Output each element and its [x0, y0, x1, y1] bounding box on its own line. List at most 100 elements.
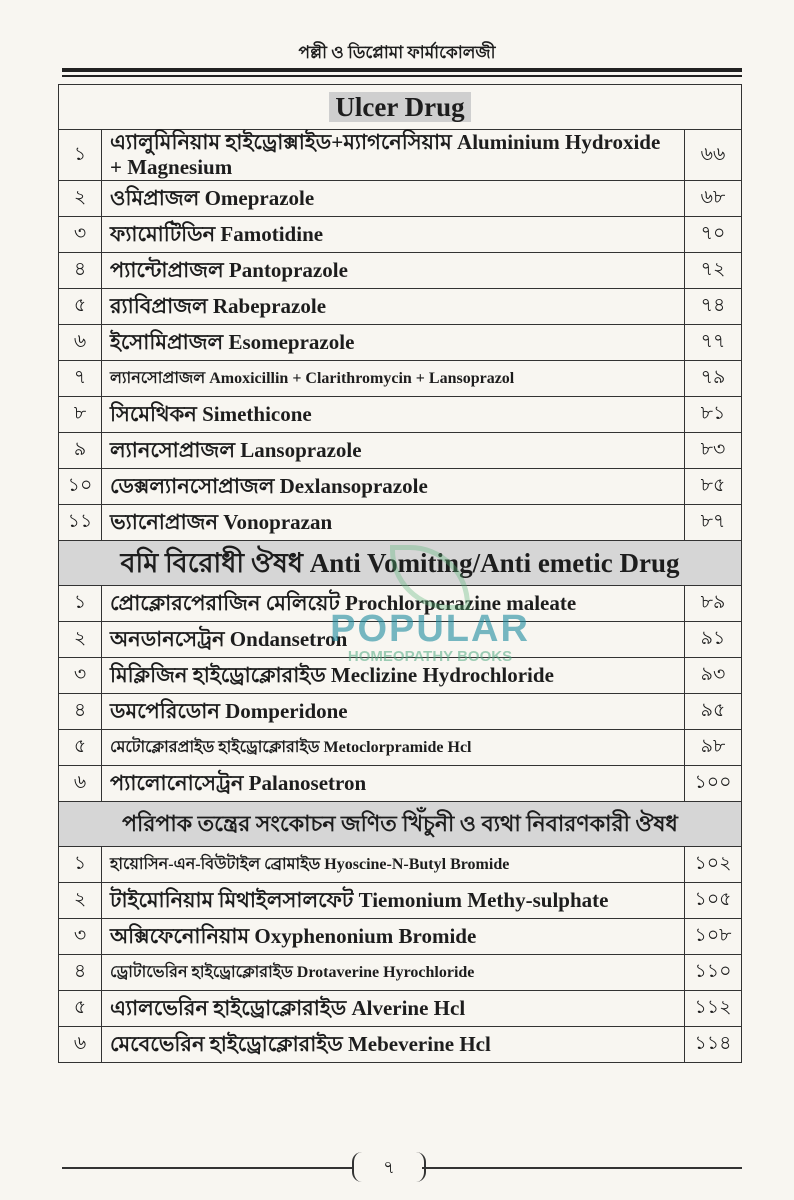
table-row: ১ হায়োসিন-এন-বিউটাইল ব্রোমাইড Hyoscine-N… — [58, 846, 742, 884]
serial-number: ৭ — [58, 360, 102, 398]
table-row: ৪ ডমপেরিডোন Domperidone ৯৫ — [58, 693, 742, 731]
drug-name: ডমপেরিডোন Domperidone — [101, 693, 685, 731]
footer-rule-right — [422, 1167, 742, 1169]
page-ref: ৬৮ — [684, 180, 742, 218]
drug-name: মেটোক্লোরপ্রাইড হাইড্রোক্লোরাইড Metoclor… — [101, 729, 685, 767]
section-title: বমি বিরোধী ঔষধ Anti Vomiting/Anti emetic… — [58, 540, 742, 587]
page-ref: ১১০ — [684, 954, 742, 992]
serial-number: ২ — [58, 882, 102, 920]
page-ref: ৮১ — [684, 396, 742, 434]
page-ref: ১০০ — [684, 765, 742, 803]
serial-number: ১ — [58, 846, 102, 884]
table-row: ৩ ফ্যামোটিডিন Famotidine ৭০ — [58, 216, 742, 254]
page-footer: ৭ — [0, 1150, 794, 1184]
section-title: Ulcer Drug — [329, 91, 471, 122]
page-ref: ৭৯ — [684, 360, 742, 398]
drug-name: ভ্যানোপ্রাজন Vonoprazan — [101, 504, 685, 542]
serial-number: ৩ — [58, 657, 102, 695]
table-row: ১ এ্যালুমিনিয়াম হাইড্রোক্সাইড+ম্যাগনেসিয… — [58, 128, 742, 182]
page-ref: ৭২ — [684, 252, 742, 290]
serial-number: ৪ — [58, 252, 102, 290]
table-row: ৩ অক্সিফেনোনিয়াম Oxyphenonium Bromide ১০৮ — [58, 918, 742, 956]
page-ref: ১১৪ — [684, 1026, 742, 1064]
page-ref: ৮৩ — [684, 432, 742, 470]
serial-number: ২ — [58, 180, 102, 218]
page-ref: ৭০ — [684, 216, 742, 254]
drug-name: ল্যানসোপ্রাজল Amoxicillin + Clarithromyc… — [101, 360, 685, 398]
table-row: ৬ মেবেভেরিন হাইড্রোক্লোরাইড Mebeverine Hc… — [58, 1026, 742, 1064]
header-rule-thin — [62, 75, 742, 77]
page-ref: ৯৫ — [684, 693, 742, 731]
page-ref: ৯৩ — [684, 657, 742, 695]
drug-name: ল্যানসোপ্রাজল Lansoprazole — [101, 432, 685, 470]
table-row: ৫ মেটোক্লোরপ্রাইড হাইড্রোক্লোরাইড Metoclo… — [58, 729, 742, 767]
serial-number: ১ — [58, 585, 102, 623]
serial-number: ৩ — [58, 918, 102, 956]
table-row: ৩ মিক্লিজিন হাইড্রোক্লোরাইড Meclizine Hyd… — [58, 657, 742, 695]
drug-name: প্রোক্লোরপেরাজিন মেলিয়েট Prochlorperazi… — [101, 585, 685, 623]
serial-number: ৬ — [58, 1026, 102, 1064]
section-header: পরিপাক তন্ত্রের সংকোচন জণিত খিঁচুনী ও ব্… — [58, 801, 742, 848]
page-ref: ৮৯ — [684, 585, 742, 623]
drug-name: ইসোমিপ্রাজল Esomeprazole — [101, 324, 685, 362]
table-row: ৬ ইসোমিপ্রাজল Esomeprazole ৭৭ — [58, 324, 742, 362]
drug-name: অক্সিফেনোনিয়াম Oxyphenonium Bromide — [101, 918, 685, 956]
page-ref: ৭৭ — [684, 324, 742, 362]
contents-table: Ulcer Drug ১ এ্যালুমিনিয়াম হাইড্রোক্সাইড+… — [58, 84, 742, 1064]
page-ref: ১১২ — [684, 990, 742, 1028]
table-row: ১১ ভ্যানোপ্রাজন Vonoprazan ৮৭ — [58, 504, 742, 542]
serial-number: ৫ — [58, 729, 102, 767]
table-row: ২ অনডানসেট্রন Ondansetron ৯১ — [58, 621, 742, 659]
drug-name: ওমিপ্রাজল Omeprazole — [101, 180, 685, 218]
section-title: পরিপাক তন্ত্রের সংকোচন জণিত খিঁচুনী ও ব্… — [58, 801, 742, 848]
page-number: ৭ — [352, 1152, 426, 1182]
serial-number: ৮ — [58, 396, 102, 434]
table-row: ১০ ডেক্সল্যানসোপ্রাজল Dexlansoprazole ৮৫ — [58, 468, 742, 506]
serial-number: ১০ — [58, 468, 102, 506]
page-ref: ৯১ — [684, 621, 742, 659]
page-ref: ৮৭ — [684, 504, 742, 542]
page-ref: ৭৪ — [684, 288, 742, 326]
table-row: ১ প্রোক্লোরপেরাজিন মেলিয়েট Prochlorperaz… — [58, 585, 742, 623]
header-rule-thick — [62, 68, 742, 72]
drug-name: মেবেভেরিন হাইড্রোক্লোরাইড Mebeverine Hcl — [101, 1026, 685, 1064]
table-row: ৫ এ্যালভেরিন হাইড্রোক্লোরাইড Alverine Hcl… — [58, 990, 742, 1028]
table-row: ৯ ল্যানসোপ্রাজল Lansoprazole ৮৩ — [58, 432, 742, 470]
serial-number: ৬ — [58, 765, 102, 803]
drug-name: এ্যালুমিনিয়াম হাইড্রোক্সাইড+ম্যাগনেসিয়… — [101, 128, 685, 182]
table-row: ৪ ড্রোটাভেরিন হাইড্রোক্লোরাইড Drotaverine… — [58, 954, 742, 992]
footer-rule-left — [62, 1167, 352, 1169]
serial-number: ৪ — [58, 954, 102, 992]
table-row: ৭ ল্যানসোপ্রাজল Amoxicillin + Clarithromy… — [58, 360, 742, 398]
section-header: Ulcer Drug — [58, 84, 742, 130]
serial-number: ১ — [58, 128, 102, 182]
serial-number: ১১ — [58, 504, 102, 542]
table-row: ৪ প্যান্টোপ্রাজল Pantoprazole ৭২ — [58, 252, 742, 290]
drug-name: ফ্যামোটিডিন Famotidine — [101, 216, 685, 254]
table-row: ২ টাইমোনিয়াম মিথাইলসালফেট Tiemonium Meth… — [58, 882, 742, 920]
drug-name: মিক্লিজিন হাইড্রোক্লোরাইড Meclizine Hydr… — [101, 657, 685, 695]
serial-number: ৯ — [58, 432, 102, 470]
running-head: পল্লী ও ডিপ্লোমা ফার্মাকোলজী — [298, 43, 496, 62]
table-row: ৫ র‌্যাবিপ্রাজল Rabeprazole ৭৪ — [58, 288, 742, 326]
drug-name: ড্রোটাভেরিন হাইড্রোক্লোরাইড Drotaverine … — [101, 954, 685, 992]
table-row: ৮ সিমেথিকন Simethicone ৮১ — [58, 396, 742, 434]
section-header: বমি বিরোধী ঔষধ Anti Vomiting/Anti emetic… — [58, 540, 742, 587]
serial-number: ৩ — [58, 216, 102, 254]
page-ref: ১০৮ — [684, 918, 742, 956]
page-ref: ৬৬ — [684, 128, 742, 182]
drug-name: প্যালোনোসেট্রন Palanosetron — [101, 765, 685, 803]
page-ref: ১০৫ — [684, 882, 742, 920]
drug-name: সিমেথিকন Simethicone — [101, 396, 685, 434]
serial-number: ৫ — [58, 990, 102, 1028]
table-row: ৬ প্যালোনোসেট্রন Palanosetron ১০০ — [58, 765, 742, 803]
page-ref: ৮৫ — [684, 468, 742, 506]
drug-name: টাইমোনিয়াম মিথাইলসালফেট Tiemonium Methy… — [101, 882, 685, 920]
drug-name: ডেক্সল্যানসোপ্রাজল Dexlansoprazole — [101, 468, 685, 506]
drug-name: অনডানসেট্রন Ondansetron — [101, 621, 685, 659]
serial-number: ৬ — [58, 324, 102, 362]
serial-number: ৫ — [58, 288, 102, 326]
page-ref: ১০২ — [684, 846, 742, 884]
drug-name: প্যান্টোপ্রাজল Pantoprazole — [101, 252, 685, 290]
page-ref: ৯৮ — [684, 729, 742, 767]
